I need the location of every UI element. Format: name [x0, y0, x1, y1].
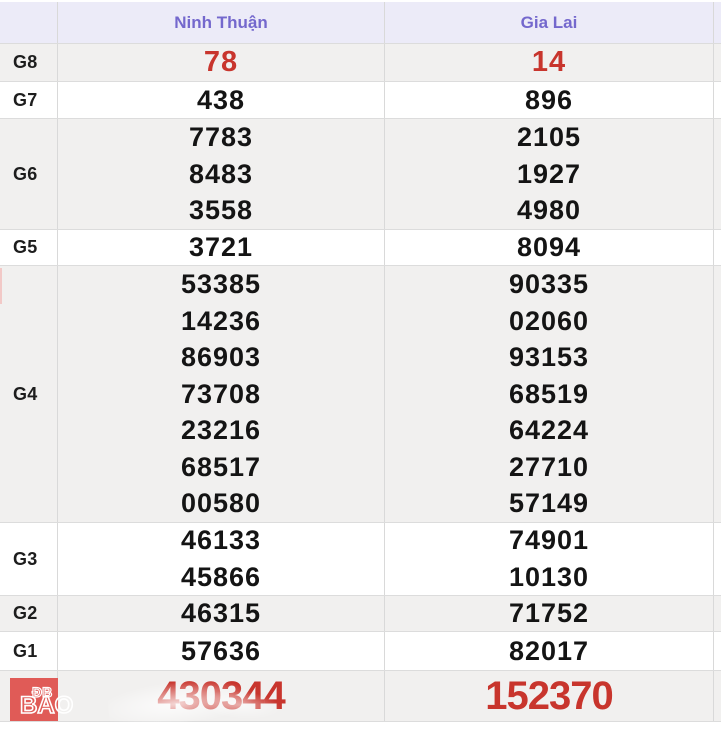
prize-number: 152370 [485, 674, 613, 718]
prize-number: 896 [524, 84, 574, 115]
cell-g8-gia-lai: 14 [385, 44, 714, 81]
column-header-label: Gia Lai [520, 12, 578, 32]
prize-number: 53385 [180, 268, 262, 299]
prize-number: 68519 [508, 378, 590, 409]
prize-number: 86903 [180, 342, 262, 373]
cell-g6-ninh-thuan: 7783 8483 3558 [58, 119, 385, 229]
row-label-g3: G3 [0, 523, 58, 595]
row-label-g6: G6 [0, 119, 58, 229]
prize-number: 2105 [516, 122, 582, 153]
prize-number: 1927 [516, 158, 582, 189]
prize-row-g4: G4 53385 14236 86903 73708 23216 68517 0… [0, 266, 721, 523]
prize-number: 46315 [180, 598, 262, 629]
prize-number: 4980 [516, 195, 582, 226]
prize-row-g6: G6 7783 8483 3558 2105 1927 4980 [0, 119, 721, 230]
cell-g8-ninh-thuan: 78 [58, 44, 385, 81]
row-label-g5: G5 [0, 230, 58, 265]
row-label-g1: G1 [0, 632, 58, 670]
prize-number: 14 [531, 46, 567, 78]
column-header-gia-lai: Gia Lai [385, 2, 714, 43]
cell-g7-ninh-thuan: 438 [58, 82, 385, 118]
cell-db-ninh-thuan: 430344 [58, 671, 385, 721]
cell-g7-gia-lai: 896 [385, 82, 714, 118]
cell-g6-gia-lai: 2105 1927 4980 [385, 119, 714, 229]
prize-number: 438 [196, 84, 246, 115]
corner-cell [0, 2, 58, 43]
prize-number: 90335 [508, 268, 590, 299]
prize-row-g5: G5 3721 8094 [0, 230, 721, 266]
column-header-ninh-thuan: Ninh Thuận [58, 2, 385, 43]
prize-number: 57636 [180, 635, 262, 666]
watermark-logo-db-text: ĐB [31, 683, 53, 700]
cell-g2-ninh-thuan: 46315 [58, 596, 385, 631]
prize-number: 3558 [188, 195, 254, 226]
prize-number: 8094 [516, 232, 582, 263]
cell-g1-ninh-thuan: 57636 [58, 632, 385, 670]
row-label-g8: G8 [0, 44, 58, 81]
column-header-label: Ninh Thuận [174, 12, 268, 32]
prize-row-g3: G3 46133 45866 74901 10130 [0, 523, 721, 596]
cell-g5-ninh-thuan: 3721 [58, 230, 385, 265]
prize-number: 45866 [180, 562, 262, 592]
left-edge-artifact [0, 268, 2, 304]
prize-number: 00580 [180, 488, 262, 519]
table-header-row: Ninh Thuận Gia Lai [0, 0, 721, 44]
cell-g5-gia-lai: 8094 [385, 230, 714, 265]
row-label-g7: G7 [0, 82, 58, 118]
prize-number: 02060 [508, 305, 590, 336]
prize-row-g1: G1 57636 82017 [0, 632, 721, 671]
cutoff-column-sliver [714, 82, 721, 118]
cutoff-column-sliver [714, 44, 721, 81]
cell-g3-ninh-thuan: 46133 45866 [58, 523, 385, 595]
cell-db-gia-lai: 152370 [385, 671, 714, 721]
cutoff-column-sliver [714, 671, 721, 721]
cell-g4-gia-lai: 90335 02060 93153 68519 64224 27710 5714… [385, 266, 714, 522]
cell-g1-gia-lai: 82017 [385, 632, 714, 670]
prize-row-db: 430344 152370 [0, 671, 721, 722]
cell-g4-ninh-thuan: 53385 14236 86903 73708 23216 68517 0058… [58, 266, 385, 522]
row-label-g2: G2 [0, 596, 58, 631]
prize-number: 8483 [188, 158, 254, 189]
prize-number: 10130 [508, 562, 590, 592]
prize-number: 23216 [180, 415, 262, 446]
prize-number: 93153 [508, 342, 590, 373]
prize-number: 73708 [180, 378, 262, 409]
cutoff-column-sliver [714, 266, 721, 522]
prize-number: 78 [203, 46, 239, 78]
cutoff-column-sliver [714, 119, 721, 229]
prize-number: 82017 [508, 635, 590, 666]
prize-number: 7783 [188, 122, 254, 153]
cutoff-column-sliver [714, 230, 721, 265]
cell-g2-gia-lai: 71752 [385, 596, 714, 631]
prize-number: 14236 [180, 305, 262, 336]
prize-row-g2: G2 46315 71752 [0, 596, 721, 632]
prize-number: 430344 [157, 674, 285, 718]
prize-number: 3721 [188, 232, 254, 263]
cutoff-column-sliver [714, 632, 721, 670]
prize-number: 46133 [180, 525, 262, 556]
cutoff-column-sliver [714, 523, 721, 595]
prize-row-g8: G8 78 14 [0, 44, 721, 82]
cutoff-column-sliver [714, 596, 721, 631]
prize-row-g7: G7 438 896 [0, 82, 721, 119]
watermark-logo-bao-text: BAO [19, 691, 74, 720]
cell-g3-gia-lai: 74901 10130 [385, 523, 714, 595]
prize-number: 71752 [508, 598, 590, 629]
watermark-logo: ĐB BAO [10, 678, 74, 721]
prize-number: 27710 [508, 451, 590, 482]
prize-number: 64224 [508, 415, 590, 446]
cutoff-column-sliver [714, 2, 721, 43]
prize-number: 68517 [180, 451, 262, 482]
prize-number: 74901 [508, 525, 590, 556]
prize-number: 57149 [508, 488, 590, 519]
row-label-g4: G4 [0, 266, 58, 522]
